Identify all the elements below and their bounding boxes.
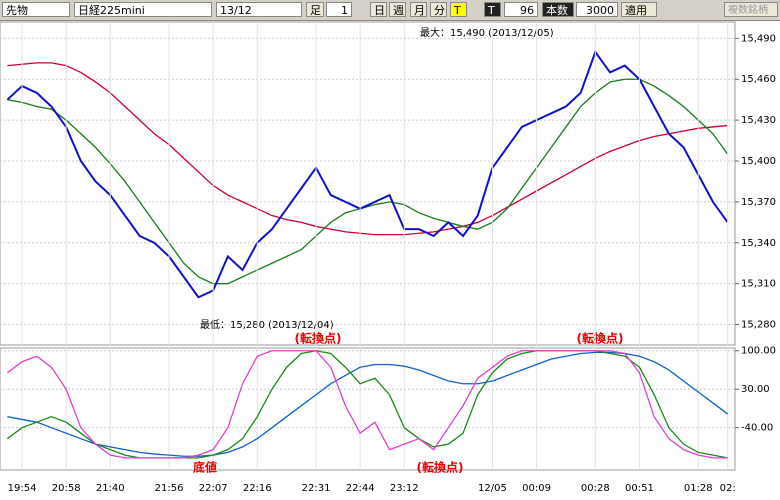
count-input[interactable]: 3000: [576, 2, 618, 17]
day-button[interactable]: 日: [370, 2, 387, 17]
annotation: 最大：15,490 (2013/12/05): [420, 26, 554, 39]
bar-label: 足: [306, 2, 324, 17]
series-line: [6, 350, 728, 459]
x-tick-label: 00:51: [625, 483, 654, 494]
x-tick-label: 23:12: [390, 483, 419, 494]
week-button[interactable]: 週: [389, 2, 406, 17]
chart: 15,490 15,460 15,430 15,400 15,370 15,340 15,3…: [0, 21, 776, 494]
x-tick-label: 02:: [720, 483, 736, 494]
x-tick-label: 22:44: [346, 483, 375, 494]
bar-size[interactable]: 1: [326, 2, 352, 17]
count-label: 本数: [542, 2, 574, 17]
count-small[interactable]: 96: [504, 2, 538, 17]
symbol-select[interactable]: 日経225mini: [74, 2, 212, 17]
y-tick-label: 15,310: [741, 279, 776, 290]
multi-button[interactable]: 複数銘柄: [724, 2, 778, 17]
x-tick-label: 21:56: [155, 483, 184, 494]
series-line: [7, 78, 729, 285]
panel-frame: [0, 347, 736, 471]
annotation: 底値: [193, 460, 217, 475]
minute-button[interactable]: 分: [430, 2, 447, 17]
x-tick-label: 22:31: [302, 483, 331, 494]
y-tick-label: 15,370: [741, 197, 776, 208]
panel-frame: [0, 21, 736, 346]
y-tick-label: 15,400: [741, 156, 776, 167]
y-tick-label: 15,280: [741, 320, 776, 331]
x-tick-label: 22:07: [199, 483, 228, 494]
annotation: (転換点): [417, 460, 464, 475]
market-select[interactable]: 先物: [2, 2, 70, 17]
tick-button[interactable]: T: [450, 2, 467, 17]
y-tick-label: 100.00: [741, 346, 776, 357]
x-tick-label: 20:58: [52, 483, 81, 494]
tick-label: T: [484, 2, 501, 17]
contract-select[interactable]: 13/12: [216, 2, 302, 17]
x-tick-label: 19:54: [8, 483, 37, 494]
x-tick-label: 21:40: [96, 483, 125, 494]
y-tick-label: 15,490: [741, 33, 776, 44]
series-line: [7, 62, 728, 236]
annotation: (転換点): [295, 331, 342, 346]
month-button[interactable]: 月: [410, 2, 427, 17]
x-tick-label: 01:28: [684, 483, 713, 494]
series-line: [7, 351, 729, 457]
series-line: [6, 49, 729, 299]
y-tick-label: 15,340: [741, 238, 776, 249]
toolbar: 先物 日経225mini 13/12 足 1 日 週 月 分 T T 96 本数…: [0, 0, 780, 21]
x-tick-label: 12/05: [478, 483, 507, 494]
y-tick-label: 15,430: [741, 115, 776, 126]
x-tick-label: 00:09: [522, 483, 551, 494]
x-tick-label: 22:16: [243, 483, 272, 494]
y-tick-label: -40.00: [741, 423, 773, 434]
series-line: [6, 350, 728, 459]
x-tick-label: 00:28: [581, 483, 610, 494]
y-tick-label: 15,460: [741, 74, 776, 85]
annotation: (転換点): [577, 331, 624, 346]
apply-button[interactable]: 適用: [621, 2, 657, 17]
annotation: 最低：15,280 (2013/12/04): [200, 318, 334, 331]
y-tick-label: 30.00: [741, 384, 770, 395]
